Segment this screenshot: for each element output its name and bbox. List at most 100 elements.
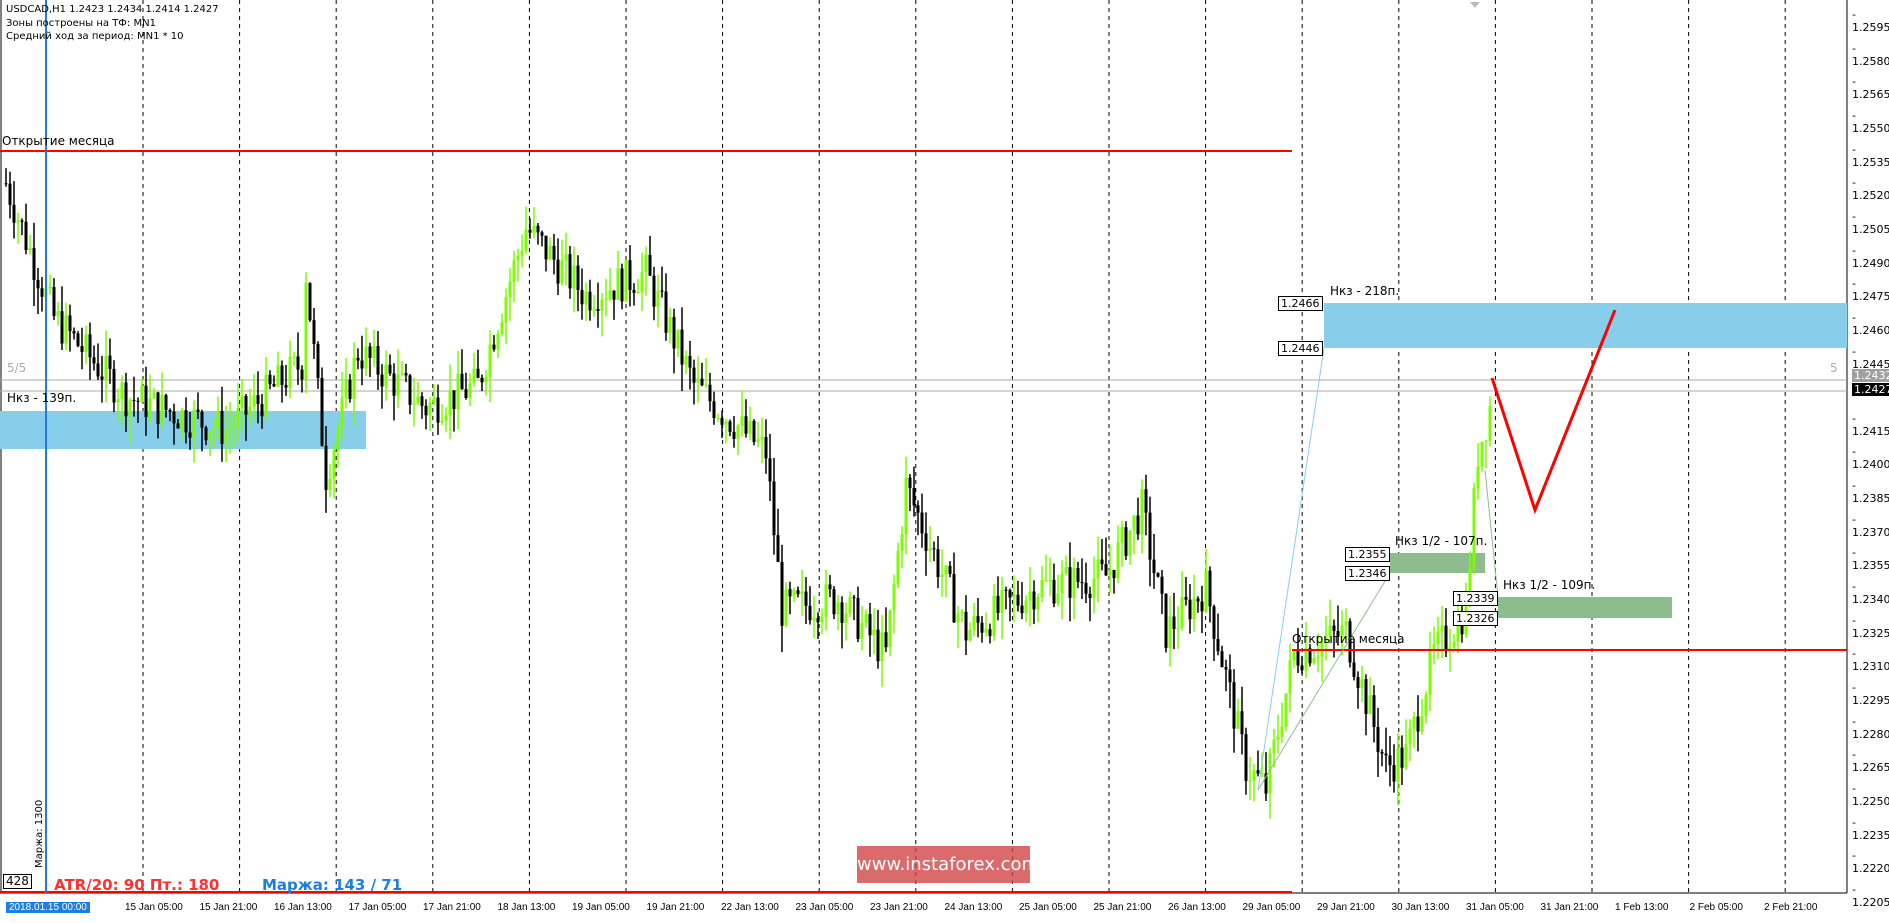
bear-candle	[260, 403, 264, 417]
bull-candle	[1048, 579, 1052, 581]
bull-candle	[236, 407, 240, 427]
bear-candle	[852, 597, 856, 599]
bull-candle	[128, 400, 132, 417]
bull-candle	[512, 260, 516, 283]
bear-candle	[728, 421, 732, 432]
symbol-info: USDCAD,H1 1.2423 1.2434 1.2414 1.2427	[6, 4, 219, 15]
bear-candle	[828, 584, 832, 590]
time-label: 19 Jan 21:00	[646, 902, 705, 913]
bear-candle	[840, 602, 844, 623]
bear-candle	[256, 395, 260, 404]
connector-green-2	[1484, 469, 1499, 598]
bull-candle	[140, 385, 144, 402]
bull-candle	[724, 421, 728, 425]
zone-right-label: Нкз - 218п.	[1330, 284, 1400, 298]
bear-candle	[380, 374, 384, 387]
bull-candle	[888, 610, 892, 648]
bull-candle	[264, 374, 268, 417]
half-zone-2-high: 1.2339	[1453, 591, 1498, 606]
bear-candle	[1444, 625, 1448, 651]
bear-candle	[576, 265, 580, 290]
connector-green	[1257, 572, 1391, 791]
bear-candle	[660, 290, 664, 292]
bull-candle	[1428, 649, 1432, 695]
bull-candle	[520, 251, 524, 256]
bull-candle	[192, 409, 196, 438]
bull-candle	[1108, 569, 1112, 576]
bull-candle	[844, 613, 848, 623]
bear-candle	[952, 573, 956, 623]
bull-candle	[496, 334, 500, 350]
bear-candle	[408, 375, 412, 405]
bull-candle	[956, 613, 960, 623]
bear-candle	[1400, 747, 1404, 768]
bull-candle	[232, 426, 236, 429]
forecast-path	[1490, 309, 1617, 515]
bull-candle	[456, 373, 460, 409]
bear-candle	[1296, 650, 1300, 666]
bull-candle	[1120, 527, 1124, 543]
bull-candle	[488, 344, 492, 377]
bull-candle	[1028, 591, 1032, 601]
bear-candle	[280, 365, 284, 385]
bull-candle	[1132, 515, 1136, 531]
bear-candle	[1212, 606, 1216, 639]
bear-candle	[68, 315, 72, 332]
bear-candle	[692, 367, 696, 383]
time-label: 31 Jan 21:00	[1540, 902, 1599, 913]
bear-candle	[1100, 559, 1104, 565]
bull-candle	[1116, 542, 1120, 579]
bear-candle	[528, 229, 532, 233]
bull-candle	[288, 356, 292, 388]
bear-candle	[92, 357, 96, 364]
bear-candle	[1188, 599, 1192, 620]
bear-candle	[612, 290, 616, 300]
bear-candle	[1384, 753, 1388, 756]
bull-candle	[1260, 773, 1264, 775]
price-tick: - 1.2415	[1852, 411, 1889, 438]
bear-candle	[1224, 667, 1228, 670]
bear-candle	[816, 617, 820, 623]
bear-candle	[1016, 594, 1020, 606]
bear-candle	[244, 396, 248, 415]
bear-candle	[700, 378, 704, 386]
bear-candle	[732, 431, 736, 439]
price-tick: - 1.2505	[1852, 209, 1889, 236]
bear-candle	[1172, 616, 1176, 629]
bear-candle	[1084, 582, 1088, 594]
bull-candle	[836, 602, 840, 615]
bull-candle	[1024, 600, 1028, 614]
bull-candle	[604, 298, 608, 300]
bear-candle	[776, 535, 780, 562]
price-tick: - 1.2310	[1852, 647, 1889, 674]
price-tick: - 1.2370	[1852, 512, 1889, 539]
bull-candle	[1304, 648, 1308, 671]
bull-candle	[472, 368, 476, 384]
bear-candle	[8, 183, 12, 205]
bear-candle	[988, 629, 992, 637]
bear-candle	[1196, 598, 1200, 602]
bear-candle	[452, 390, 456, 409]
bear-candle	[284, 384, 288, 388]
bear-candle	[628, 260, 632, 291]
bull-candle	[1324, 636, 1328, 642]
bull-candle	[1328, 625, 1332, 637]
bull-candle	[48, 287, 52, 289]
time-label: 26 Jan 13:00	[1168, 902, 1226, 913]
bull-candle	[1040, 580, 1044, 598]
bull-candle	[900, 534, 904, 551]
time-label: 18 Jan 13:00	[497, 902, 556, 913]
bear-candle	[1372, 695, 1376, 727]
bull-candle	[864, 613, 868, 624]
price-tick: - 1.2565	[1852, 75, 1889, 102]
bear-candle	[1256, 770, 1260, 774]
bull-candle	[736, 425, 740, 439]
bear-candle	[1032, 591, 1036, 610]
bear-candle	[932, 548, 936, 550]
time-label: 15 Jan 21:00	[199, 902, 258, 913]
half-zone-2-low: 1.2326	[1453, 611, 1498, 626]
bear-candle	[920, 512, 924, 534]
bull-candle	[440, 420, 444, 423]
price-tick: - 1.2325	[1852, 613, 1889, 640]
